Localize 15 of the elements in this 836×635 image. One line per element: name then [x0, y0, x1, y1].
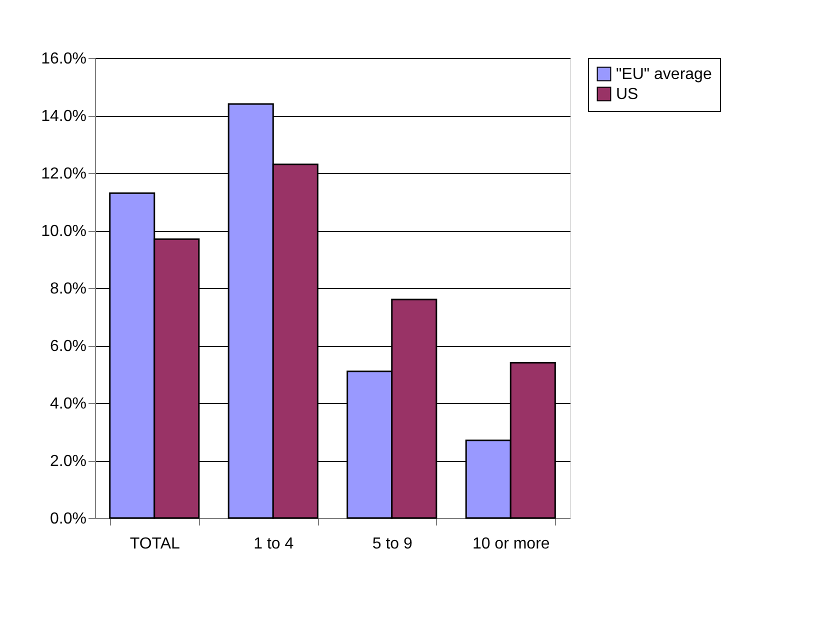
legend-label: "EU" average	[616, 66, 712, 83]
x-tick-label: 5 to 9	[372, 536, 412, 552]
y-tick-label: 10.0%	[41, 223, 86, 240]
y-tick-label: 12.0%	[41, 166, 86, 182]
y-tick-label: 0.0%	[50, 510, 86, 528]
x-tick-label: 10 or more	[472, 536, 550, 552]
y-tick-label: 2.0%	[50, 453, 86, 470]
y-tick-label: 6.0%	[50, 338, 86, 355]
y-tick-label: 4.0%	[50, 396, 86, 412]
y-tick-label: 8.0%	[50, 280, 86, 298]
x-tick-label: 1 to 4	[254, 536, 294, 552]
y-tick-label: 14.0%	[41, 108, 86, 125]
x-tick-label: TOTAL	[130, 536, 180, 552]
y-tick-label: 16.0%	[41, 50, 86, 68]
legend-label: US	[616, 86, 638, 103]
